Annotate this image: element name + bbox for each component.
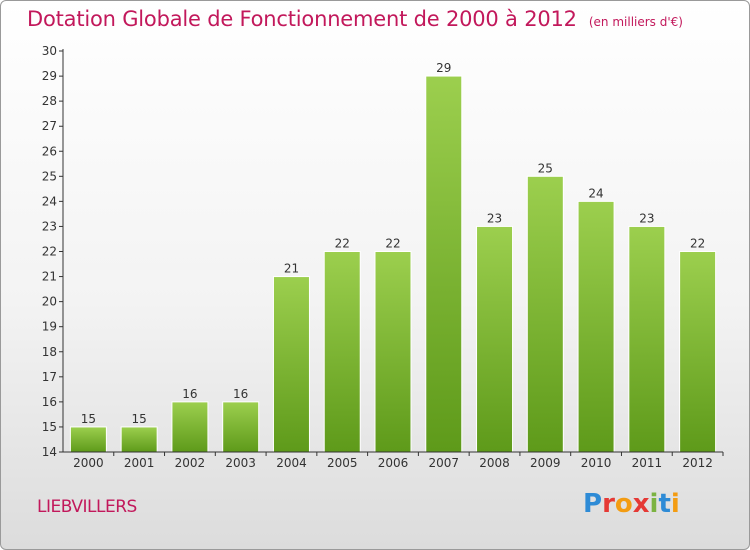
axes-layer: 2000 2001 2002 2003 2004 2005 2006 2007 2008 2009… — [42, 44, 724, 470]
bar-2003 — [222, 401, 260, 453]
data-label-2002: 16 — [182, 387, 197, 401]
y-tick-label-27: 27 — [42, 119, 57, 133]
data-label-2004: 21 — [284, 262, 299, 276]
y-tick-label-28: 28 — [42, 94, 57, 108]
logo-letter: i — [649, 489, 659, 519]
x-tick-label-2009: 2009 — [530, 456, 561, 470]
logo-letter: x — [632, 489, 650, 519]
bar-2012 — [679, 251, 717, 453]
bar-2002 — [171, 401, 209, 453]
bars-layer: 15 15 16 16 21 22 22 29 23 25 24 23 22 — [69, 61, 717, 453]
data-label-2006: 22 — [385, 237, 400, 251]
bar-2004 — [272, 276, 310, 453]
chart-title: Dotation Globale de Fonctionnement de 20… — [27, 7, 577, 31]
bar-2011 — [628, 225, 666, 453]
bar-2007 — [425, 75, 463, 453]
y-tick-label-25: 25 — [42, 169, 57, 183]
x-tick-label-2004: 2004 — [276, 456, 307, 470]
bar-2009 — [526, 175, 564, 453]
bar-2006 — [374, 251, 412, 453]
y-tick-label-19: 19 — [42, 320, 57, 334]
data-label-2001: 15 — [132, 412, 147, 426]
x-tick-label-2005: 2005 — [327, 456, 358, 470]
logo-letter: i — [670, 489, 680, 519]
data-label-2012: 22 — [690, 237, 705, 251]
data-label-2008: 23 — [487, 211, 502, 225]
data-label-2007: 29 — [436, 61, 451, 75]
y-tick-label-22: 22 — [42, 245, 57, 259]
data-label-2011: 23 — [639, 211, 654, 225]
y-tick-label-18: 18 — [42, 345, 57, 359]
x-tick-label-2001: 2001 — [124, 456, 155, 470]
x-tick-label-2007: 2007 — [428, 456, 459, 470]
chart-subtitle: (en milliers d'€) — [588, 15, 683, 29]
y-tick-label-29: 29 — [42, 69, 57, 83]
data-label-2010: 24 — [588, 186, 603, 200]
y-tick-label-17: 17 — [42, 370, 57, 384]
x-tick-label-2000: 2000 — [73, 456, 104, 470]
y-tick-label-23: 23 — [42, 219, 57, 233]
data-label-2000: 15 — [81, 412, 96, 426]
data-label-2005: 22 — [335, 237, 350, 251]
bar-2010 — [577, 200, 615, 453]
logo-letter: r — [602, 489, 615, 519]
x-tick-label-2002: 2002 — [175, 456, 206, 470]
x-tick-label-2008: 2008 — [479, 456, 510, 470]
title-row: Dotation Globale de Fonctionnement de 20… — [27, 7, 683, 31]
bar-2001 — [120, 426, 158, 453]
y-tick-label-16: 16 — [42, 395, 57, 409]
logo-letter: t — [658, 489, 671, 519]
y-tick-label-21: 21 — [42, 270, 57, 284]
y-tick-label-15: 15 — [42, 420, 57, 434]
bar-2000 — [69, 426, 107, 453]
y-tick-label-24: 24 — [42, 194, 57, 208]
y-tick-label-26: 26 — [42, 144, 57, 158]
y-tick-label-20: 20 — [42, 295, 57, 309]
bar-2005 — [323, 251, 361, 453]
proxiti-logo[interactable]: Proxiti — [583, 489, 680, 519]
commune-name: LIEBVILLERS — [37, 497, 137, 517]
x-tick-label-2003: 2003 — [225, 456, 256, 470]
data-label-2003: 16 — [233, 387, 248, 401]
logo-letter: P — [583, 489, 603, 519]
data-label-2009: 25 — [538, 161, 553, 175]
x-tick-label-2011: 2011 — [632, 456, 663, 470]
logo-letter: o — [614, 489, 633, 519]
y-tick-label-30: 30 — [42, 44, 57, 58]
bar-2008 — [476, 225, 514, 453]
y-tick-label-14: 14 — [42, 445, 57, 459]
x-tick-label-2012: 2012 — [682, 456, 713, 470]
x-tick-label-2006: 2006 — [378, 456, 409, 470]
x-tick-label-2010: 2010 — [581, 456, 612, 470]
